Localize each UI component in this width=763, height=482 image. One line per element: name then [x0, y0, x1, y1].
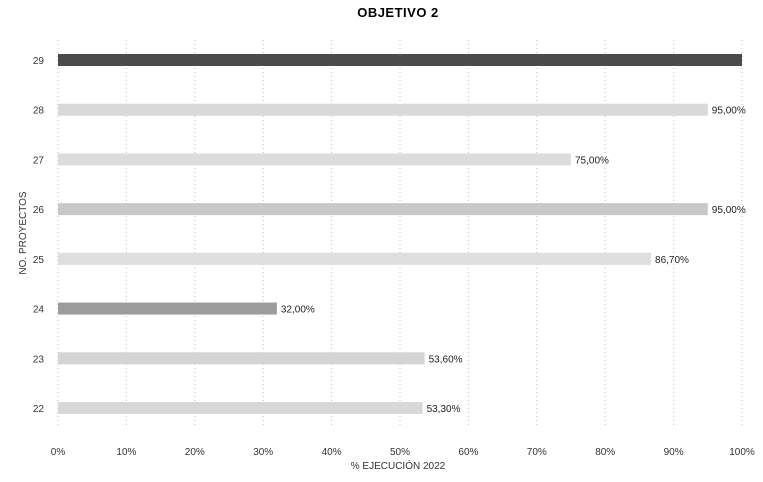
x-tick-label: 10%: [116, 447, 136, 458]
y-tick-label: 27: [33, 155, 45, 166]
y-tick-label: 26: [33, 205, 45, 216]
data-label: 53,30%: [427, 404, 461, 415]
x-tick-label: 100%: [729, 447, 755, 458]
bar: [58, 103, 708, 116]
data-label: 95,00%: [712, 106, 746, 117]
x-tick-label: 60%: [458, 447, 478, 458]
bar: [58, 302, 277, 315]
y-tick-label: 28: [33, 106, 45, 117]
data-label: 32,00%: [281, 305, 315, 316]
x-tick-label: 70%: [527, 447, 547, 458]
bar: [58, 203, 708, 216]
y-tick-label: 24: [33, 305, 45, 316]
bar: [58, 54, 742, 66]
y-axis-label: NO. PROYECTOS: [18, 191, 29, 274]
data-label: 86,70%: [655, 255, 689, 266]
x-axis-label: % EJECUCIÓN 2022: [351, 459, 446, 472]
x-tick-label: 0%: [51, 447, 66, 458]
x-tick-labels: 0% 10% 20% 30% 40% 50% 60% 70% 80% 90% 100%: [51, 447, 755, 458]
y-tick-labels: 29 28 27 26 25 24 23 22: [33, 56, 45, 415]
x-tick-label: 50%: [390, 447, 410, 458]
bar: [58, 153, 571, 166]
y-tick-label: 22: [33, 404, 45, 415]
x-tick-label: 30%: [253, 447, 273, 458]
bar: [58, 402, 423, 414]
x-tick-label: 90%: [664, 447, 684, 458]
data-label: 53,60%: [429, 354, 463, 365]
data-label: 95,00%: [712, 205, 746, 216]
x-tick-label: 40%: [322, 447, 342, 458]
chart-title: OBJETIVO 2: [357, 5, 439, 20]
y-tick-label: 25: [33, 255, 45, 266]
bars: [58, 54, 742, 414]
bar: [58, 352, 425, 365]
gridlines: [57, 40, 743, 425]
data-label: 75,00%: [575, 155, 609, 166]
y-tick-label: 29: [33, 56, 45, 67]
y-tick-label: 23: [33, 354, 45, 365]
data-labels: 95,00% 75,00% 95,00% 86,70% 32,00% 53,60% 53,3…: [281, 106, 746, 415]
x-tick-label: 20%: [185, 447, 205, 458]
bar: [58, 252, 652, 265]
x-tick-label: 80%: [595, 447, 615, 458]
